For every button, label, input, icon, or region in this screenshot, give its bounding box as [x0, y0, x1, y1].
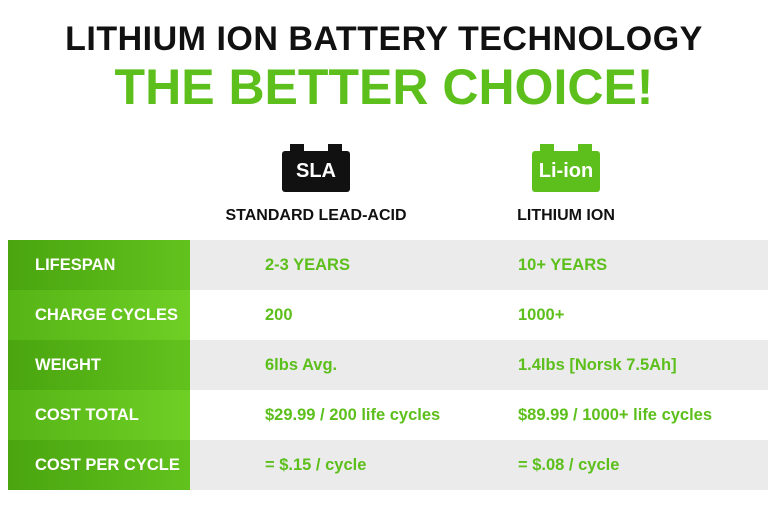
battery-icon: Li-ion — [532, 144, 600, 192]
row-header: COST TOTAL — [8, 390, 190, 440]
table-cell: $89.99 / 1000+ life cycles — [518, 406, 713, 424]
table-row: COST PER CYCLE = $.15 / cycle = $.08 / cyc… — [8, 440, 768, 490]
table-cell: = $.08 / cycle — [518, 456, 620, 474]
title: LITHIUM ION BATTERY TECHNOLOGY — [65, 20, 703, 58]
badge: Li-ion — [532, 151, 600, 192]
comparison-table: LIFESPAN 2-3 YEARS 10+ YEARS CHARGE CYCLES 2… — [8, 240, 768, 490]
column-header: SLA STANDARD LEAD-ACID — [196, 144, 436, 225]
table-cell: 200 — [265, 306, 293, 324]
table-cell: = $.15 / cycle — [265, 456, 367, 474]
table-cell: 10+ YEARS — [518, 256, 608, 274]
row-header: COST PER CYCLE — [8, 440, 190, 490]
table-row: WEIGHT 6lbs Avg. 1.4lbs [Norsk 7.5Ah] — [8, 340, 768, 390]
table-cell: 6lbs Avg. — [265, 356, 338, 374]
row-header: CHARGE CYCLES — [8, 290, 190, 340]
table-cell: 2-3 YEARS — [265, 256, 350, 274]
table-row: LIFESPAN 2-3 YEARS 10+ YEARS — [8, 240, 768, 290]
table-cell: $29.99 / 200 life cycles — [265, 406, 441, 424]
table-row: CHARGE CYCLES 200 1000+ — [8, 290, 768, 340]
battery-icon: SLA — [282, 144, 350, 192]
column-label: STANDARD LEAD-ACID — [225, 207, 407, 224]
column-header: Li-ion LITHIUM ION — [446, 144, 686, 225]
column-label: LITHIUM ION — [517, 207, 615, 224]
row-header: WEIGHT — [8, 340, 190, 390]
badge: SLA — [282, 151, 350, 192]
subtitle: THE BETTER CHOICE! — [114, 59, 654, 115]
row-header: LIFESPAN — [8, 240, 190, 290]
table-cell: 1.4lbs [Norsk 7.5Ah] — [518, 356, 677, 374]
table-cell: 1000+ — [518, 306, 565, 324]
table-row: COST TOTAL $29.99 / 200 life cycles $89.99… — [8, 390, 768, 440]
